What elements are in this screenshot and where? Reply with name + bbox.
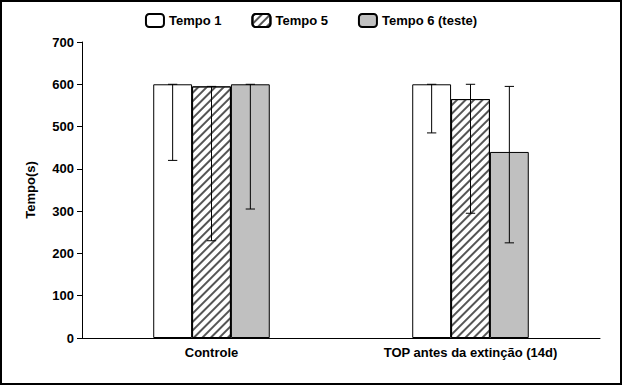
svg-text:300: 300 xyxy=(52,204,74,219)
svg-text:600: 600 xyxy=(52,77,74,92)
svg-text:200: 200 xyxy=(52,246,74,261)
svg-text:0: 0 xyxy=(67,331,74,346)
svg-text:Tempo 5: Tempo 5 xyxy=(275,13,328,28)
svg-text:400: 400 xyxy=(52,161,74,176)
svg-text:Tempo(s): Tempo(s) xyxy=(23,161,38,219)
svg-text:Tempo 6 (teste): Tempo 6 (teste) xyxy=(382,13,477,28)
svg-text:Controle: Controle xyxy=(185,345,238,360)
svg-text:700: 700 xyxy=(52,35,74,50)
svg-text:Tempo 1: Tempo 1 xyxy=(169,13,222,28)
svg-text:100: 100 xyxy=(52,288,74,303)
svg-text:TOP antes da extinção (14d): TOP antes da extinção (14d) xyxy=(384,345,558,360)
svg-text:500: 500 xyxy=(52,119,74,134)
